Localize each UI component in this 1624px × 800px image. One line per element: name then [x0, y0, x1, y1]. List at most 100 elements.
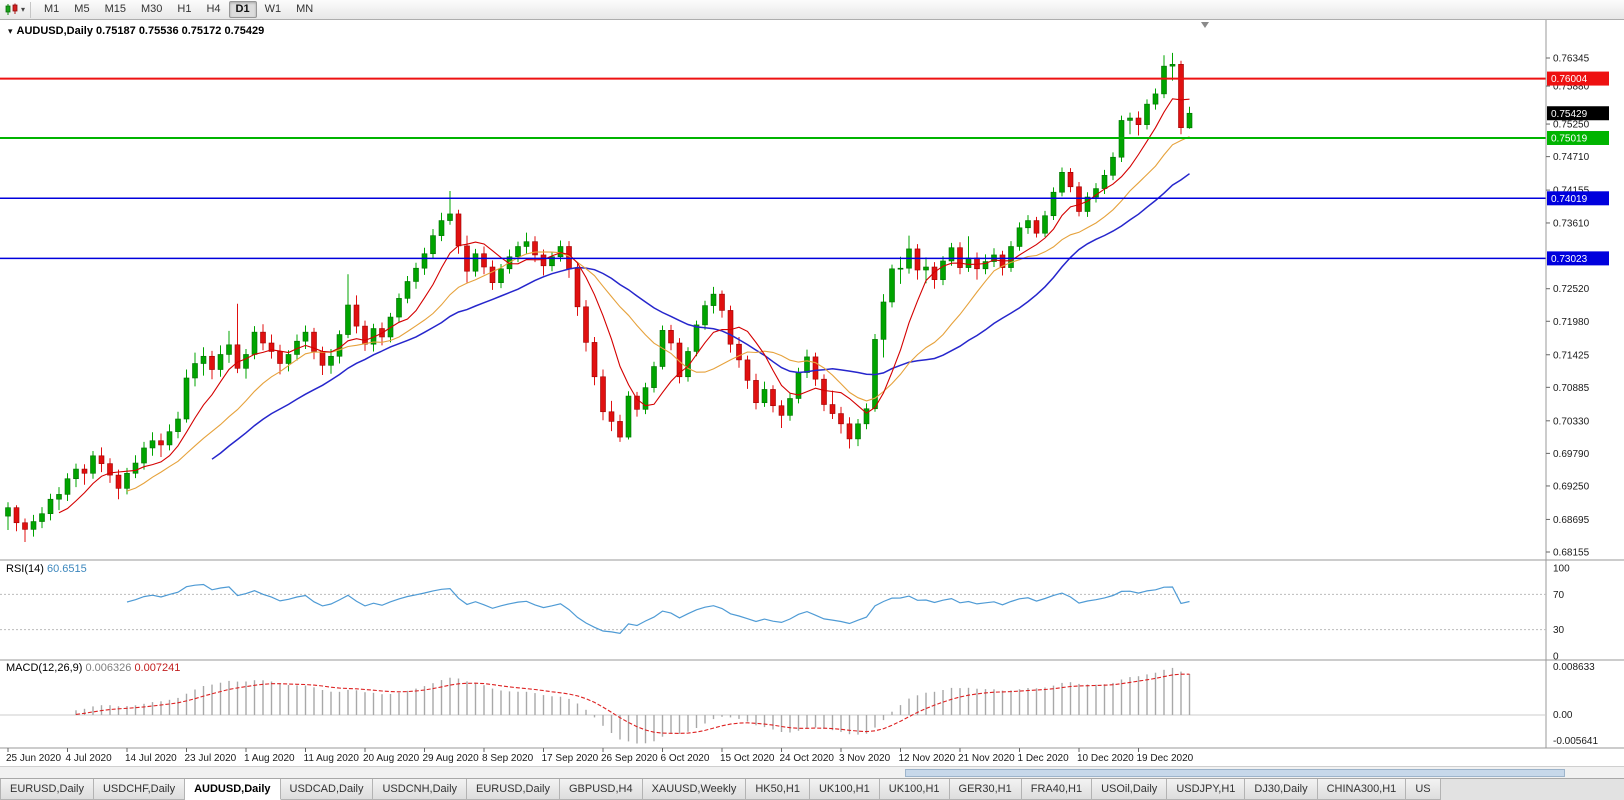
time-axis: 25 Jun 2020 4 Jul 2020 14 Jul 2020 23 Jul 2…	[6, 748, 1194, 764]
svg-text:0.76345: 0.76345	[1553, 54, 1590, 65]
timeframe-buttons-group: M1 M5 M15 M30 H1 H4 D1 W1 MN	[37, 1, 320, 18]
candlestick-glyph	[5, 3, 18, 15]
svg-text:0.008633: 0.008633	[1553, 662, 1595, 673]
horizontal-lines-layer	[0, 77, 1546, 260]
svg-text:0.72520: 0.72520	[1553, 284, 1590, 295]
macd-main-value: 0.006326	[85, 662, 132, 674]
svg-text:0.68155: 0.68155	[1553, 548, 1590, 559]
macd-name: MACD(12,26,9)	[6, 662, 83, 674]
timeframe-button-d1[interactable]: D1	[228, 1, 257, 18]
svg-text:0.70330: 0.70330	[1553, 416, 1590, 427]
tab-eurusd-daily[interactable]: EURUSD,Daily	[0, 779, 94, 800]
svg-text:0.73023: 0.73023	[1551, 254, 1588, 265]
scrollbar-thumb[interactable]	[905, 769, 1565, 777]
svg-text:0.73610: 0.73610	[1553, 218, 1590, 229]
chart-shift-marker	[1201, 22, 1209, 28]
tab-hk50-h1[interactable]: HK50,H1	[746, 779, 810, 800]
timeframe-button-w1[interactable]: W1	[264, 3, 282, 15]
rsi-current-value: 60.6515	[46, 563, 87, 575]
svg-text:25 Jun 2020: 25 Jun 2020	[6, 753, 61, 764]
tab-dj30-daily[interactable]: DJ30,Daily	[1245, 779, 1318, 800]
svg-text:14 Jul 2020: 14 Jul 2020	[125, 753, 177, 764]
moving-averages-layer	[58, 98, 1190, 514]
chart-menu-arrow-icon[interactable]: ▾	[8, 26, 13, 36]
svg-text:0.69790: 0.69790	[1553, 449, 1590, 460]
tab-uk100-h1[interactable]: UK100,H1	[809, 779, 880, 800]
tab-usdcad-daily[interactable]: USDCAD,Daily	[280, 779, 374, 800]
svg-text:17 Sep 2020: 17 Sep 2020	[542, 753, 599, 764]
svg-text:11 Aug 2020: 11 Aug 2020	[304, 753, 360, 764]
svg-text:26 Sep 2020: 26 Sep 2020	[601, 753, 658, 764]
timeframe-button-mn[interactable]: MN	[296, 3, 314, 15]
tab-xauusd-weekly[interactable]: XAUUSD,Weekly	[642, 779, 747, 800]
rsi-indicator-label: RSI(14) 60.6515	[6, 563, 87, 575]
timeframe-button-m1[interactable]: M1	[44, 3, 60, 15]
chart-window: 0.76345 0.75880 0.75250 0.74710 0.74155 0.736…	[0, 20, 1624, 766]
timeframe-button-m30[interactable]: M30	[140, 3, 163, 15]
svg-text:0.71980: 0.71980	[1553, 317, 1590, 328]
svg-text:-0.005641: -0.005641	[1553, 736, 1598, 747]
svg-text:29 Aug 2020: 29 Aug 2020	[423, 753, 480, 764]
svg-text:30: 30	[1553, 625, 1565, 636]
svg-text:1 Dec 2020: 1 Dec 2020	[1018, 753, 1070, 764]
svg-text:6 Oct 2020: 6 Oct 2020	[661, 753, 710, 764]
svg-text:0.75429: 0.75429	[1551, 109, 1588, 120]
svg-text:0.75019: 0.75019	[1551, 133, 1588, 144]
timeframe-button-m5[interactable]: M5	[74, 3, 90, 15]
timeframe-button-m15[interactable]: M15	[104, 3, 126, 15]
svg-text:3 Nov 2020: 3 Nov 2020	[839, 753, 891, 764]
svg-text:0.68695: 0.68695	[1553, 515, 1590, 526]
candles-layer	[5, 52, 1193, 543]
svg-text:15 Oct 2020: 15 Oct 2020	[720, 753, 775, 764]
svg-text:0.75880: 0.75880	[1553, 82, 1590, 93]
chart-tabs-bar: EURUSD,Daily USDCHF,Daily AUDUSD,Daily USDC…	[0, 778, 1624, 800]
tab-china300-h1[interactable]: CHINA300,H1	[1317, 779, 1407, 800]
macd-indicator-label: MACD(12,26,9) 0.006326 0.007241	[6, 662, 180, 674]
tab-fra40-h1[interactable]: FRA40,H1	[1021, 779, 1093, 800]
tab-eurusd-daily[interactable]: EURUSD,Daily	[467, 779, 560, 800]
price-chart-canvas[interactable]: 0.76345 0.75880 0.75250 0.74710 0.74155 0.736…	[0, 20, 1624, 766]
tab-us[interactable]: US	[1406, 779, 1441, 800]
svg-text:0.74155: 0.74155	[1553, 186, 1590, 197]
ohlc-values-label: 0.75187 0.75536 0.75172 0.75429	[96, 25, 265, 37]
svg-text:24 Oct 2020: 24 Oct 2020	[780, 753, 835, 764]
rsi-name: RSI(14)	[6, 563, 44, 575]
svg-text:8 Sep 2020: 8 Sep 2020	[482, 753, 534, 764]
svg-text:0.70885: 0.70885	[1553, 383, 1590, 394]
svg-text:0.74710: 0.74710	[1553, 152, 1590, 163]
tab-usdjpy-h1[interactable]: USDJPY,H1	[1167, 779, 1246, 800]
svg-text:21 Nov 2020: 21 Nov 2020	[958, 753, 1015, 764]
tab-ger30-h1[interactable]: GER30,H1	[949, 779, 1022, 800]
macd-signal-value: 0.007241	[134, 662, 181, 674]
tab-usdcnh-daily[interactable]: USDCNH,Daily	[373, 779, 468, 800]
rsi-panel: 100 70 30 0	[0, 564, 1570, 663]
svg-text:100: 100	[1553, 564, 1570, 575]
svg-text:0: 0	[1553, 652, 1559, 663]
panel-frame	[0, 20, 1624, 749]
candlestick-chart-icon[interactable]: ▾	[3, 1, 32, 18]
svg-text:0.76004: 0.76004	[1551, 74, 1588, 85]
tab-audusd-daily[interactable]: AUDUSD,Daily	[185, 779, 281, 800]
tab-usdchf-daily[interactable]: USDCHF,Daily	[93, 779, 186, 800]
tab-usoil-daily[interactable]: USOil,Daily	[1092, 779, 1168, 800]
price-axis: 0.76345 0.75880 0.75250 0.74710 0.74155 0.736…	[1546, 54, 1590, 559]
tab-gbpusd-h4[interactable]: GBPUSD,H4	[560, 779, 643, 800]
macd-panel: 0.008633 0.00 -0.005641	[0, 662, 1598, 747]
svg-text:1 Aug 2020: 1 Aug 2020	[244, 753, 295, 764]
horizontal-scrollbar[interactable]	[0, 766, 1624, 778]
svg-text:0.74019: 0.74019	[1551, 194, 1588, 205]
svg-text:10 Dec 2020: 10 Dec 2020	[1077, 753, 1134, 764]
svg-text:19 Dec 2020: 19 Dec 2020	[1137, 753, 1194, 764]
svg-text:0.75250: 0.75250	[1553, 120, 1590, 131]
svg-text:70: 70	[1553, 590, 1565, 601]
svg-text:12 Nov 2020: 12 Nov 2020	[899, 753, 956, 764]
tab-uk100-h1[interactable]: UK100,H1	[879, 779, 950, 800]
svg-text:20 Aug 2020: 20 Aug 2020	[363, 753, 420, 764]
dropdown-caret-icon: ▾	[21, 4, 26, 14]
timeframe-button-h1[interactable]: H1	[177, 3, 192, 15]
svg-text:0.69250: 0.69250	[1553, 481, 1590, 492]
timeframe-toolbar: ▾ M1 M5 M15 M30 H1 H4 D1 W1 MN	[0, 0, 1624, 20]
timeframe-button-h4[interactable]: H4	[206, 3, 221, 15]
chart-title: ▾ AUDUSD,Daily 0.75187 0.75536 0.75172 0.…	[8, 25, 264, 37]
